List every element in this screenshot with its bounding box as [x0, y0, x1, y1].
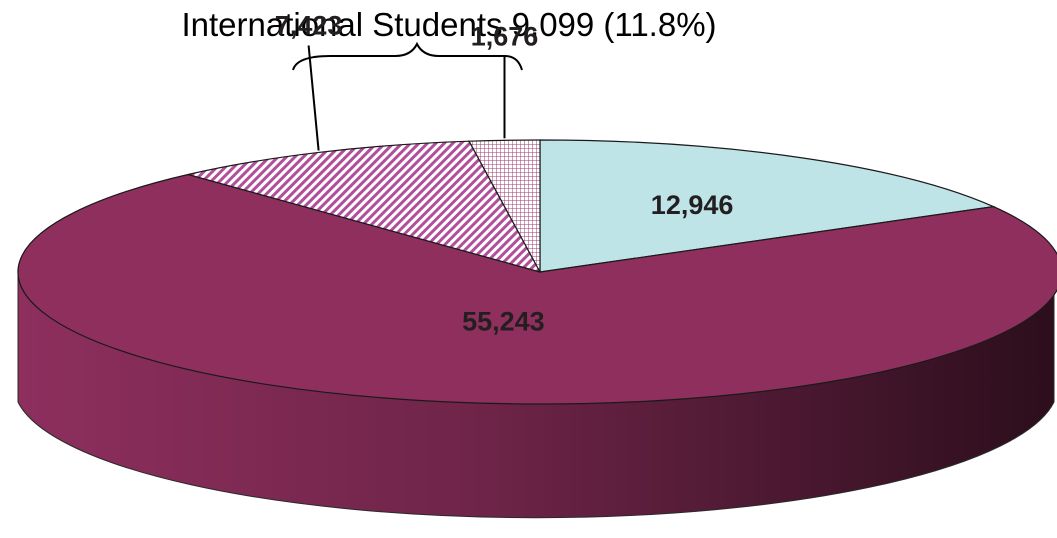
pie-slice-second	[17, 173, 1057, 405]
pie-slice-third	[187, 140, 542, 273]
data-label-first: 12,946	[651, 190, 734, 220]
data-label-fourth: 1,676	[471, 21, 539, 51]
data-label-third: 7,423	[275, 11, 343, 41]
data-label-second: 55,243	[462, 307, 545, 337]
pie-slice-first	[539, 139, 996, 273]
group-annotation: International Students 9,099 (11.8%)	[181, 6, 716, 43]
pie-slice-fourth	[468, 139, 541, 273]
pie-slices	[17, 139, 1057, 405]
data-labels: 12,946 55,243 7,423 1,676	[275, 11, 734, 337]
group-brace	[292, 41, 523, 71]
leader-line-third	[307, 45, 320, 151]
